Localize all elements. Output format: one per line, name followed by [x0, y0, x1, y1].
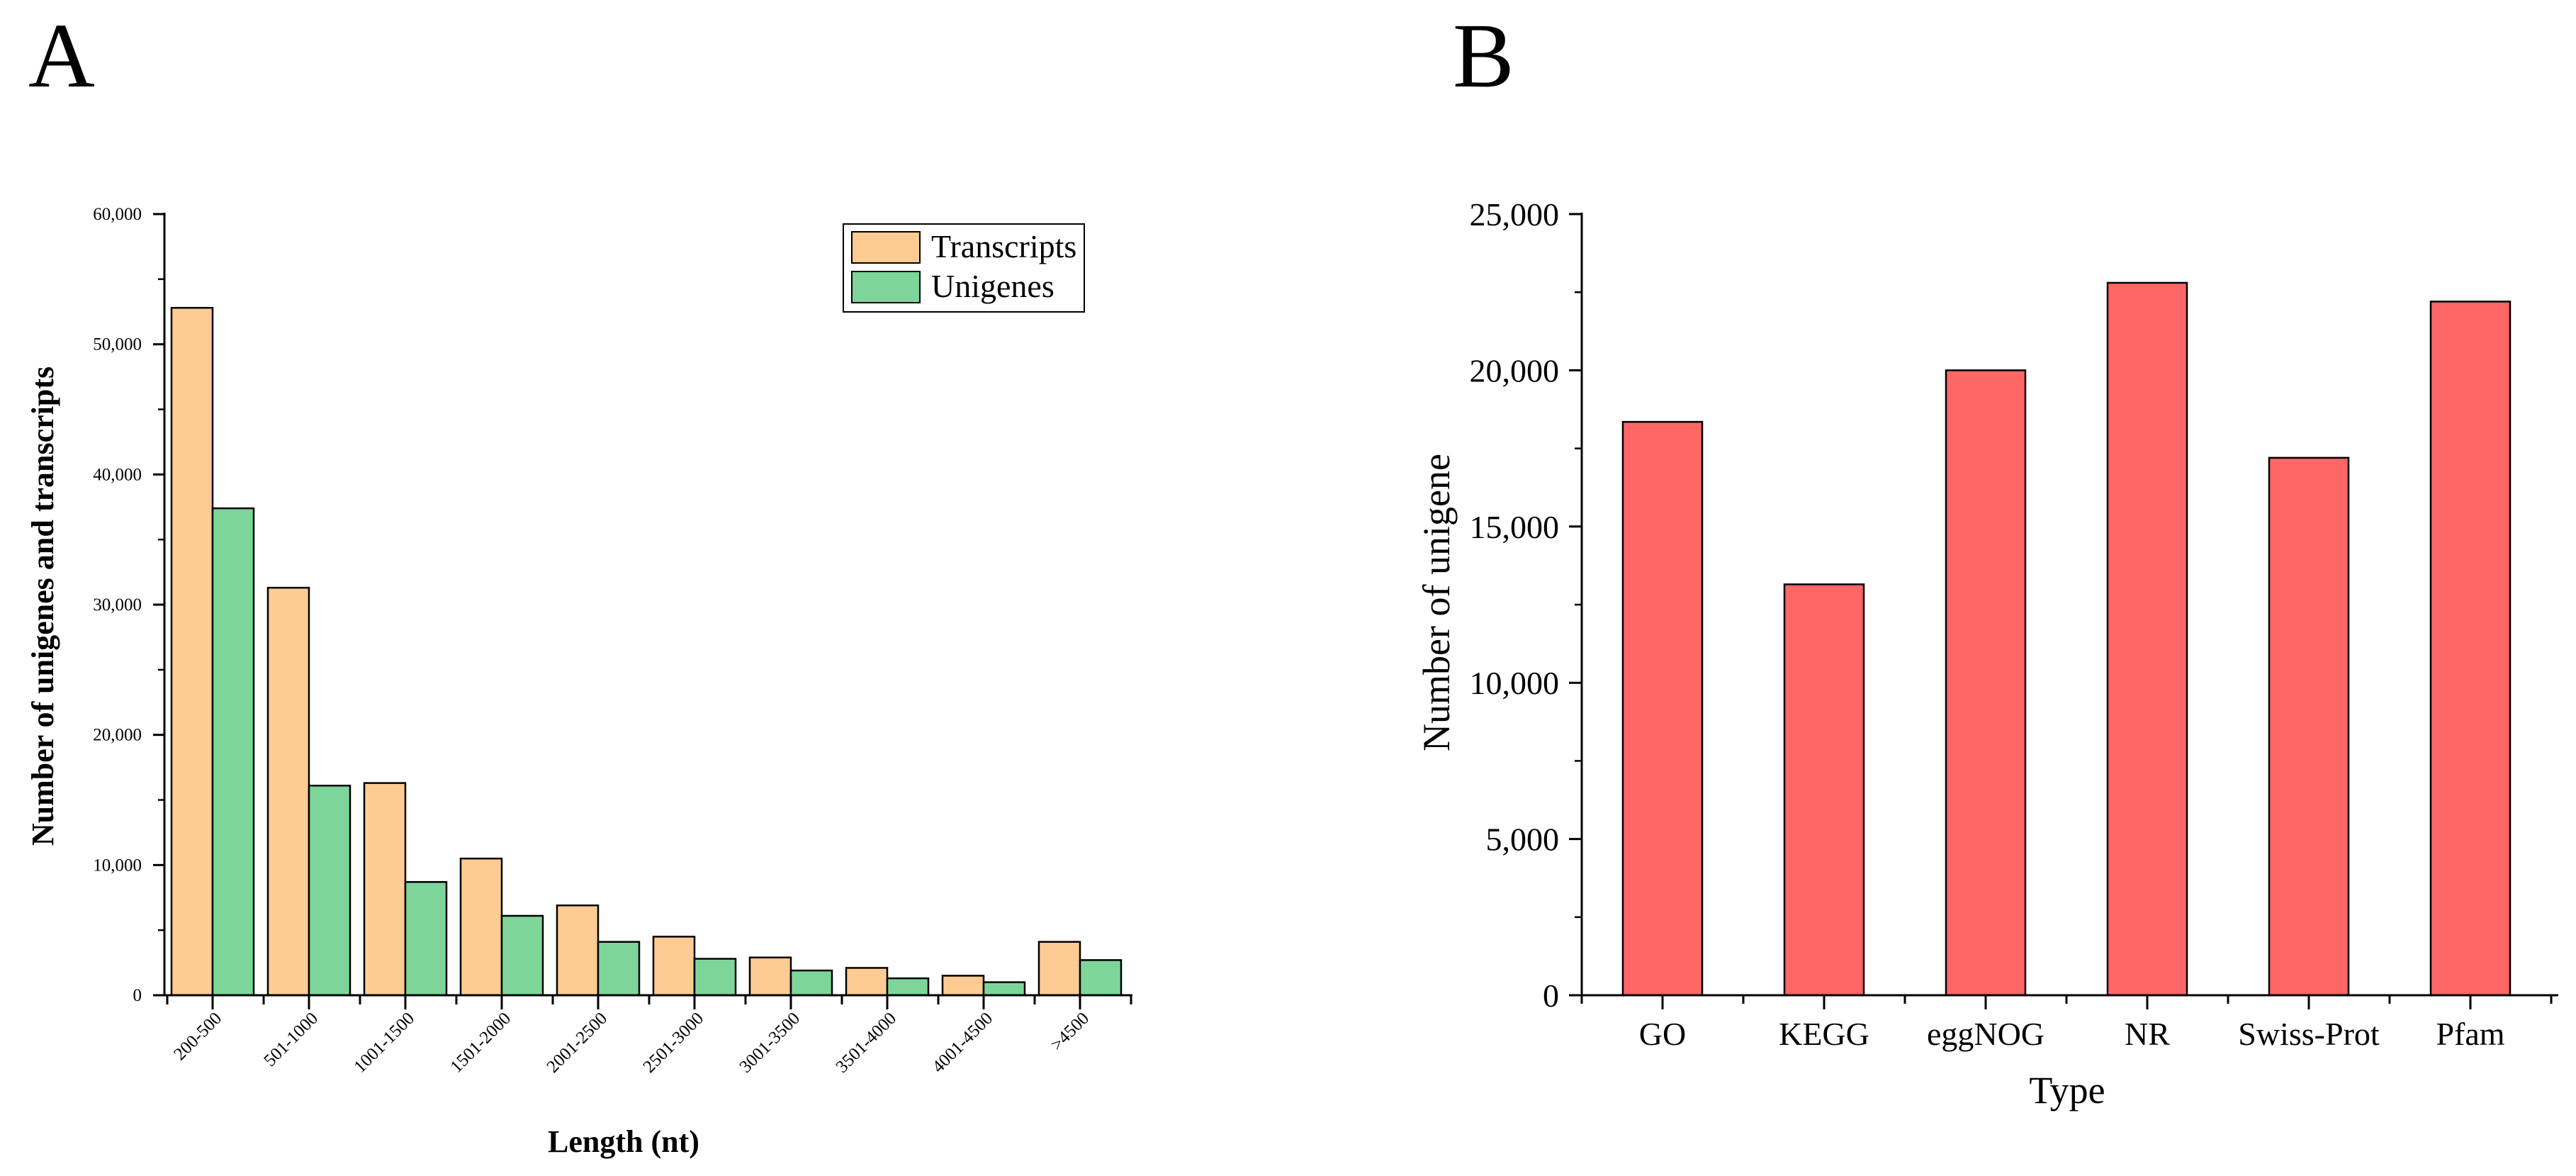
bar-unigenes-1501-2000 [500, 914, 544, 997]
bar-swiss-prot [2268, 457, 2350, 997]
chart-b: 0 5,000 10,000 15,000 20,000 25,000 GO KEGG egg… [1415, 196, 2558, 1111]
chart-b-y-axis-label: Number of unigene [1415, 454, 1458, 751]
bar-transcripts-4001-4500 [941, 975, 985, 997]
bar-unigenes-2001-2500 [597, 941, 641, 997]
x-tick-label-3001-3500: 3001-3500 [736, 1009, 804, 1077]
chart-a-y-axis-label: Number of unigenes and transcripts [26, 366, 60, 846]
bar-transcripts-1501-2000 [459, 857, 503, 997]
y-tick-label: 0 [133, 986, 142, 1005]
x-tick-label-nr: NR [2125, 1016, 2170, 1052]
x-tick-label-swiss-prot: Swiss-Prot [2238, 1016, 2380, 1052]
x-tick-label-2501-3000: 2501-3000 [640, 1009, 708, 1077]
chart-a-bars [170, 306, 1123, 997]
chart-b-x-axis-label: Type [2029, 1069, 2105, 1111]
bar-unigenes-3001-3500 [789, 969, 833, 997]
x-tick-label-1001-1500: 1001-1500 [351, 1009, 419, 1077]
chart-b-axes [1580, 213, 2558, 997]
bar-unigenes-501-1000 [308, 785, 351, 997]
bar-unigenes-2501-3000 [693, 958, 737, 997]
y-tick-label: 40,000 [93, 465, 142, 484]
y-tick-label: 50,000 [93, 335, 142, 354]
y-tick-label: 0 [1543, 978, 1559, 1014]
y-tick-label: 20,000 [93, 726, 142, 745]
chart-a-y-ticks: 0 10,000 20,000 30,000 40,000 50,000 60,000 [93, 205, 164, 1005]
chart-b-bars [1621, 281, 2512, 997]
x-tick-label-4500: >4500 [1047, 1009, 1093, 1054]
x-tick-label-1501-2000: 1501-2000 [447, 1009, 515, 1077]
bar-transcripts-4500 [1037, 941, 1081, 997]
bar-unigenes-3501-4000 [886, 977, 930, 997]
bar-transcripts-200-500 [170, 306, 214, 997]
y-tick-label: 10,000 [93, 856, 142, 875]
x-tick-label-pfam: Pfam [2436, 1016, 2504, 1052]
x-tick-label-2001-2500: 2001-2500 [544, 1009, 612, 1077]
x-tick-label-eggnog: eggNOG [1927, 1016, 2045, 1052]
chart-b-x-ticks: GO KEGG eggNOG NR Swiss-Prot Pfam [1580, 995, 2553, 1052]
bar-transcripts-501-1000 [266, 586, 310, 997]
bar-transcripts-1001-1500 [363, 782, 407, 997]
y-tick-label: 25,000 [1470, 196, 1560, 233]
legend-label-transcripts: Transcripts [931, 228, 1076, 264]
y-tick-label: 15,000 [1470, 509, 1560, 545]
bar-go [1621, 420, 1704, 997]
chart-a-legend: Transcripts Unigenes [843, 223, 1085, 313]
panel-label-b: B [1453, 5, 1514, 107]
bar-transcripts-3501-4000 [845, 967, 889, 997]
chart-a-x-ticks: 200-500 501-1000 1001-1500 1501-2000 2001-25… [166, 995, 1132, 1077]
x-tick-label-kegg: KEGG [1779, 1016, 1869, 1052]
bar-pfam [2429, 301, 2512, 997]
chart-a: 0 10,000 20,000 30,000 40,000 50,000 60,000 20… [26, 205, 1132, 1159]
x-tick-label-go: GO [1639, 1016, 1686, 1052]
bar-transcripts-3001-3500 [748, 956, 792, 997]
bar-kegg [1783, 583, 1865, 997]
legend-swatch-transcripts [851, 231, 921, 264]
bar-unigenes-1001-1500 [404, 880, 448, 997]
panel-label-a: A [28, 5, 95, 107]
x-tick-label-3501-4000: 3501-4000 [833, 1009, 901, 1077]
y-tick-label: 60,000 [93, 205, 142, 224]
x-tick-label-200-500: 200-500 [170, 1009, 225, 1064]
chart-b-y-ticks: 0 5,000 10,000 15,000 20,000 25,000 [1470, 196, 1582, 1014]
bar-transcripts-2001-2500 [556, 905, 600, 997]
bar-unigenes-4500 [1079, 959, 1123, 997]
y-tick-label: 5,000 [1486, 822, 1560, 858]
x-tick-label-501-1000: 501-1000 [260, 1009, 322, 1070]
x-tick-label-4001-4500: 4001-4500 [929, 1009, 997, 1077]
bar-unigenes-200-500 [211, 507, 255, 997]
bar-unigenes-4001-4500 [982, 981, 1026, 997]
bar-nr [2106, 281, 2188, 997]
legend-swatch-unigenes [851, 271, 921, 303]
legend-label-unigenes: Unigenes [931, 268, 1054, 304]
y-tick-label: 30,000 [93, 595, 142, 615]
bar-eggnog [1945, 369, 2027, 997]
y-tick-label: 20,000 [1470, 352, 1560, 388]
y-tick-label: 10,000 [1470, 665, 1560, 701]
bar-transcripts-2501-3000 [652, 936, 696, 997]
chart-a-x-axis-label: Length (nt) [548, 1124, 699, 1159]
